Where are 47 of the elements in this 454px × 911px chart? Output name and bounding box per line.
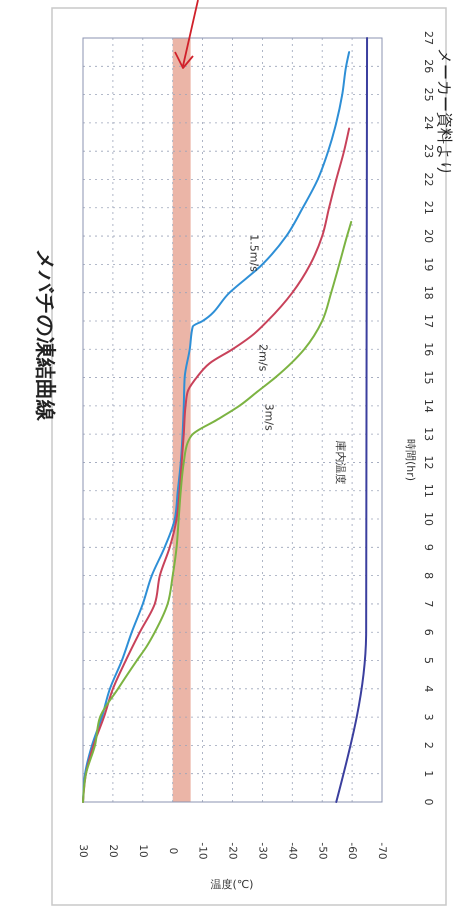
y-tick-label: 10 — [422, 512, 435, 526]
text: メーカー資料より — [436, 48, 454, 176]
x-axis-title: 温度(℃) — [210, 878, 254, 892]
y-tick-label: 5 — [422, 657, 435, 664]
y-tick-label: 1 — [422, 770, 435, 778]
y-axis-title: 時間(hr) — [404, 438, 417, 482]
y-tick-label: 16 — [422, 342, 435, 356]
y-tick-label: 21 — [422, 200, 435, 215]
y-tick-label: 12 — [422, 455, 435, 470]
x-tick-label: -60 — [346, 842, 358, 860]
x-tick-label: 30 — [77, 844, 90, 858]
y-tick-label: 18 — [422, 286, 435, 300]
y-tick-label: 19 — [422, 257, 435, 272]
y-tick-label: 23 — [422, 144, 435, 158]
y-tick-label: 24 — [422, 116, 435, 130]
text: メバチの凍結曲線 — [33, 249, 58, 422]
x-tick-label: -40 — [286, 842, 298, 860]
x-tick-label: -30 — [256, 842, 269, 860]
y-tick-label: 3 — [422, 714, 435, 721]
x-tick-label: 0 — [166, 848, 179, 854]
x-tick-label: 10 — [136, 844, 149, 858]
y-tick-label: 11 — [422, 484, 435, 498]
x-tick-label: 20 — [107, 844, 120, 858]
y-tick-label: 15 — [422, 370, 435, 385]
y-tick-label: 13 — [422, 427, 435, 442]
text: 庫内温度 — [334, 440, 348, 484]
y-tick-label: 25 — [422, 88, 435, 102]
y-tick-label: 14 — [422, 398, 435, 413]
y-tick-label: 20 — [422, 229, 435, 244]
y-tick-label: 8 — [422, 572, 435, 580]
y-tick-label: 27 — [422, 31, 435, 45]
y-tick-label: 2 — [422, 742, 435, 749]
text: 3m/s — [262, 404, 276, 432]
y-tick-label: 0 — [422, 798, 435, 806]
y-tick-label: 9 — [422, 544, 435, 551]
text: 2m/s — [256, 344, 270, 372]
x-tick-label: -50 — [316, 842, 328, 860]
x-tick-label: -70 — [376, 842, 388, 860]
x-tick-label: -20 — [226, 842, 239, 860]
y-tick-label: 4 — [422, 685, 435, 692]
x-tick-label: -10 — [196, 842, 209, 860]
text: 1.5m/s — [247, 234, 260, 272]
y-tick-label: 22 — [422, 172, 435, 186]
y-tick-label: 6 — [422, 628, 435, 636]
y-tick-label: 26 — [422, 59, 435, 74]
y-tick-label: 7 — [422, 600, 435, 608]
y-tick-label: 17 — [422, 314, 435, 328]
